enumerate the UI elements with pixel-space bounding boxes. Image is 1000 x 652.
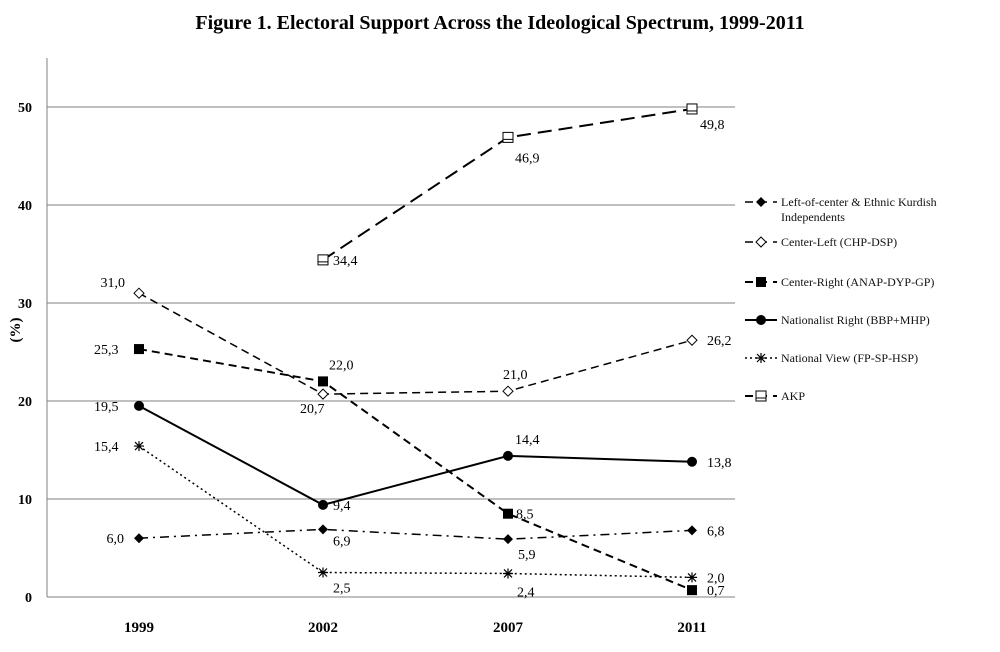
data-label: 9,4: [333, 499, 351, 514]
x-tick-label: 2002: [308, 620, 338, 636]
data-point: [502, 385, 514, 397]
data-label: 21,0: [503, 368, 528, 383]
legend-marker: [756, 315, 766, 325]
x-tick-label: 2007: [493, 620, 524, 636]
legend-swatch: [745, 315, 777, 325]
data-point: [503, 568, 513, 579]
legend-item: AKP: [745, 389, 966, 404]
series-5: 34,4 46,9 49,8: [317, 103, 725, 269]
data-point: [502, 131, 514, 143]
y-tick-label: 10: [18, 493, 32, 508]
data-point: [134, 400, 144, 411]
legend-item: Center-Right (ANAP-DYP-GP): [745, 275, 966, 290]
y-tick-label: 30: [18, 297, 32, 312]
x-tick-label: 1999: [124, 620, 154, 636]
y-tick-label: 0: [25, 591, 32, 606]
data-label: 34,4: [333, 254, 358, 269]
series-1: 31,0 20,7 21,0 26,2: [101, 276, 732, 417]
series-line: [138, 405, 693, 506]
legend-swatch: [745, 353, 777, 363]
legend-marker: [755, 236, 767, 248]
data-label: 2,4: [517, 585, 535, 600]
data-label: 0,7: [707, 584, 725, 599]
data-label: 13,8: [707, 456, 732, 471]
data-point: [318, 499, 328, 510]
legend-swatch: [745, 390, 777, 402]
legend-marker: [756, 353, 766, 363]
series-4: 15,4 2,5 2,4 2,0: [94, 440, 725, 600]
data-label: 2,0: [707, 571, 725, 586]
legend-marker: [756, 197, 766, 207]
data-label: 22,0: [329, 358, 354, 373]
legend-swatch: [745, 197, 777, 207]
legend-label: AKP: [781, 389, 806, 403]
legend-item: Center-Left (CHP-DSP): [745, 235, 966, 250]
legend-label: Nationalist Right (BBP+MHP): [781, 313, 930, 327]
data-point: [687, 525, 697, 536]
series-line: [322, 107, 693, 261]
data-point: [317, 254, 329, 266]
y-tick-label: 40: [18, 199, 32, 214]
legend-marker: [756, 277, 766, 287]
series-2: 25,3 22,0 8,5 0,7: [94, 343, 725, 599]
legend-item: Left-of-center & Ethnic Kurdish Independ…: [745, 195, 966, 225]
data-label: 25,3: [94, 343, 119, 358]
data-point: [134, 533, 144, 544]
legend-label: Left-of-center & Ethnic Kurdish Independ…: [781, 195, 937, 224]
x-tick-label: 2011: [677, 620, 706, 636]
data-point: [686, 103, 698, 115]
series-0: 6,0 6,9 5,9 6,8: [107, 524, 725, 563]
data-label: 8,5: [516, 508, 534, 523]
data-label: 6,8: [707, 524, 725, 539]
data-label: 31,0: [101, 276, 126, 291]
data-point: [503, 508, 513, 519]
data-point: [686, 334, 698, 346]
series-line: [138, 348, 693, 592]
legend-label: Center-Left (CHP-DSP): [781, 235, 898, 249]
data-label: 15,4: [94, 440, 119, 455]
chart-title: Figure 1. Electoral Support Across the I…: [195, 12, 805, 34]
data-point: [134, 441, 144, 452]
data-point: [503, 450, 513, 461]
data-label: 14,4: [515, 433, 540, 448]
data-label: 2,5: [333, 582, 351, 597]
y-axis-label: (%): [8, 318, 24, 343]
legend-item: Nationalist Right (BBP+MHP): [745, 313, 966, 328]
data-label: 5,9: [518, 548, 536, 563]
data-point: [687, 572, 697, 583]
data-label: 20,7: [300, 402, 325, 417]
data-point: [318, 376, 328, 387]
legend-swatch: [745, 277, 777, 287]
data-label: 46,9: [515, 151, 540, 166]
series-3: 19,5 9,4 14,4 13,8: [94, 400, 732, 514]
data-point: [318, 567, 328, 578]
data-label: 6,0: [107, 532, 125, 547]
legend-item: National View (FP-SP-HSP): [745, 351, 966, 366]
data-label: 26,2: [707, 334, 732, 349]
series-line: [138, 528, 693, 540]
legend-swatch: [745, 236, 777, 248]
data-point: [687, 585, 697, 596]
data-point: [503, 534, 513, 545]
series-line: [138, 445, 693, 579]
legend-label: Center-Right (ANAP-DYP-GP): [781, 275, 935, 289]
series-line: [138, 292, 693, 395]
y-tick-label: 50: [18, 101, 32, 116]
data-point: [317, 388, 329, 400]
y-tick-label: 20: [18, 395, 32, 410]
data-point: [134, 344, 144, 355]
data-label: 6,9: [333, 534, 351, 549]
data-label: 19,5: [94, 400, 119, 415]
data-point: [318, 524, 328, 535]
data-point: [687, 456, 697, 467]
legend-label: National View (FP-SP-HSP): [781, 351, 919, 365]
data-point: [133, 287, 145, 299]
legend-marker: [755, 390, 767, 402]
data-label: 49,8: [700, 118, 725, 133]
